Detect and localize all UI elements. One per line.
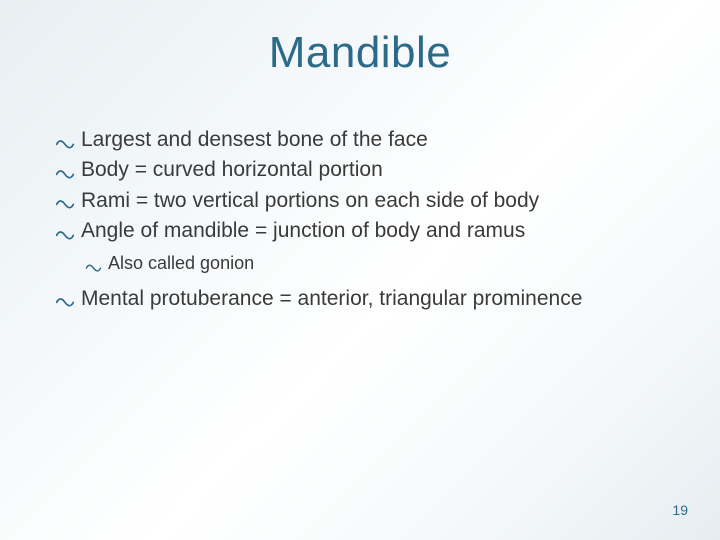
- list-item-text: Angle of mandible = junction of body and…: [81, 217, 665, 245]
- flourish-icon: [55, 288, 75, 308]
- slide-title: Mandible: [55, 28, 665, 78]
- flourish-icon: [55, 190, 75, 210]
- list-item-text: Body = curved horizontal portion: [81, 156, 665, 184]
- list-sub-item-text: Also called gonion: [108, 251, 665, 276]
- list-item: Angle of mandible = junction of body and…: [55, 217, 665, 245]
- flourish-icon: [85, 254, 102, 271]
- list-item-text: Largest and densest bone of the face: [81, 126, 665, 154]
- flourish-icon: [55, 220, 75, 240]
- bullet-list: Largest and densest bone of the face Bod…: [55, 126, 665, 313]
- list-sub-item: Also called gonion: [85, 251, 665, 276]
- slide-container: Mandible Largest and densest bone of the…: [0, 0, 720, 540]
- list-item: Largest and densest bone of the face: [55, 126, 665, 154]
- flourish-icon: [55, 129, 75, 149]
- list-item: Rami = two vertical portions on each sid…: [55, 187, 665, 215]
- flourish-icon: [55, 159, 75, 179]
- list-item-text: Rami = two vertical portions on each sid…: [81, 187, 665, 215]
- list-item: Mental protuberance = anterior, triangul…: [55, 285, 665, 313]
- list-item-text: Mental protuberance = anterior, triangul…: [81, 285, 665, 313]
- page-number: 19: [672, 502, 688, 518]
- list-item: Body = curved horizontal portion: [55, 156, 665, 184]
